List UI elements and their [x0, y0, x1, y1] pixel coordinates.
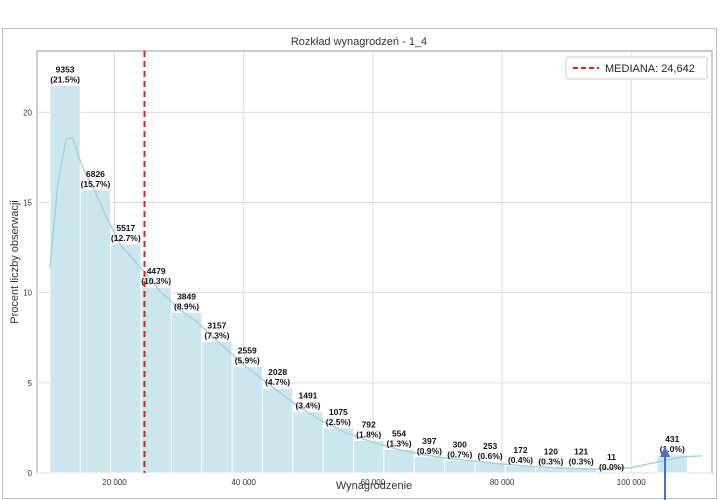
- bar-percent-label: (1.0%): [660, 444, 685, 454]
- legend-median-label: MEDIANA: 24,642: [605, 63, 695, 75]
- bar-percent-label: (0.6%): [478, 451, 503, 461]
- bar-percent-label: (0.3%): [569, 457, 594, 467]
- histogram-bar: [110, 243, 142, 474]
- histogram-bar: [353, 440, 385, 474]
- bar-count-label: 4479: [147, 266, 166, 276]
- x-tick-label: 20 000: [102, 478, 127, 487]
- bar-percent-label: (1.3%): [387, 439, 412, 449]
- bar-percent-label: (0.0%): [599, 462, 624, 472]
- bar-count-label: 172: [513, 445, 527, 455]
- histogram-bar: [413, 456, 446, 474]
- kde-curve: [49, 136, 703, 470]
- y-tick-labels: 0 5 10 15 20: [23, 108, 32, 478]
- bar-count-label: 300: [453, 439, 467, 449]
- histogram-bar: [261, 387, 294, 474]
- x-tick-label: 60 000: [361, 478, 386, 487]
- histogram-bar: [201, 340, 233, 474]
- bar-count-label: 6826: [86, 169, 105, 179]
- bar-percent-label: (0.7%): [447, 449, 472, 459]
- bar-count-label: 11: [607, 452, 616, 462]
- bar-count-label: 2028: [268, 367, 287, 377]
- histogram-bar: [231, 366, 263, 474]
- bar-percent-label: (7.3%): [204, 330, 229, 340]
- bar-percent-label: (21.5%): [50, 74, 80, 84]
- x-tick-label: 100 000: [617, 478, 646, 487]
- x-tick-label: 80 000: [490, 478, 515, 487]
- bar-percent-label: (5.9%): [235, 356, 260, 366]
- bar-count-label: 253: [483, 441, 497, 451]
- histogram-bar: [79, 189, 112, 474]
- histogram-bar: [656, 454, 688, 474]
- bars: [49, 84, 688, 474]
- bar-percent-label: (2.5%): [326, 417, 351, 427]
- bar-count-label: 554: [392, 429, 406, 439]
- bar-count-label: 1075: [329, 407, 348, 417]
- bar-count-label: 3849: [177, 291, 196, 301]
- legend-box: [565, 56, 708, 80]
- bar-count-label: 121: [574, 447, 588, 457]
- bar-count-label: 397: [422, 436, 436, 446]
- bar-percent-label: (3.4%): [295, 401, 320, 411]
- y-tick-label: 5: [28, 379, 33, 388]
- histogram-bar: [140, 286, 172, 474]
- bar-count-label: 2559: [238, 346, 257, 356]
- arrow-head: [660, 446, 670, 457]
- figure-border: [2, 28, 717, 499]
- bar-labels: 9353(21.5%) 6826(15.7%) 5517(12.7%) 4479(10…: [50, 64, 685, 472]
- y-tick-label: 10: [23, 289, 32, 298]
- bar-count-label: 431: [665, 434, 679, 444]
- y-axis-title: Procent liczby obserwacji: [9, 200, 21, 324]
- bar-percent-label: (0.9%): [417, 446, 442, 456]
- bar-count-label: 120: [544, 447, 558, 457]
- bar-percent-label: (0.3%): [538, 457, 563, 467]
- bar-count-label: 9353: [56, 64, 75, 74]
- bar-count-label: 5517: [116, 223, 135, 233]
- x-tick-label: 40 000: [231, 478, 256, 487]
- histogram-bar: [383, 449, 415, 474]
- histogram-bar: [49, 84, 81, 474]
- bar-count-label: 792: [362, 420, 376, 430]
- x-axis-title: Wynagrodzenie: [336, 480, 412, 492]
- y-tick-label: 15: [23, 198, 32, 207]
- histogram-bar: [565, 467, 597, 474]
- annotation-arrow: [660, 446, 670, 500]
- histogram-bar: [170, 311, 203, 474]
- y-tick-label: 20: [23, 108, 32, 117]
- x-tick-labels: 20 000 40 000 60 000 80 000 100 000: [102, 478, 646, 487]
- kde-curve-layer: [49, 136, 703, 470]
- y-tick-label: 0: [28, 469, 33, 478]
- chart-title: Rozkład wynagrodzeń - 1_4: [291, 36, 427, 48]
- histogram-bar: [292, 411, 324, 474]
- bar-count-label: 3157: [207, 320, 226, 330]
- bar-percent-label: (0.4%): [508, 455, 533, 465]
- bar-percent-label: (8.9%): [174, 301, 199, 311]
- bar-percent-label: (1.8%): [356, 430, 381, 440]
- bar-percent-label: (12.7%): [111, 233, 141, 243]
- bar-percent-label: (10.3%): [141, 276, 171, 286]
- legend: MEDIANA: 24,642: [565, 56, 708, 80]
- bar-percent-label: (4.7%): [265, 377, 290, 387]
- bar-percent-label: (15.7%): [81, 179, 111, 189]
- histogram-bar: [444, 459, 476, 474]
- bar-count-label: 1491: [299, 391, 318, 401]
